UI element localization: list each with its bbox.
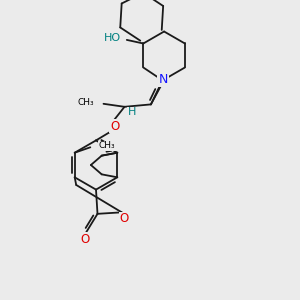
Text: CH₃: CH₃ [78, 98, 94, 107]
Text: N: N [159, 73, 168, 86]
Text: O: O [158, 74, 167, 87]
Text: CH₃: CH₃ [99, 141, 115, 150]
Text: O: O [110, 119, 119, 133]
Text: O: O [80, 232, 89, 245]
Text: O: O [119, 212, 129, 225]
Text: HO: HO [104, 33, 122, 43]
Text: H: H [128, 107, 136, 117]
